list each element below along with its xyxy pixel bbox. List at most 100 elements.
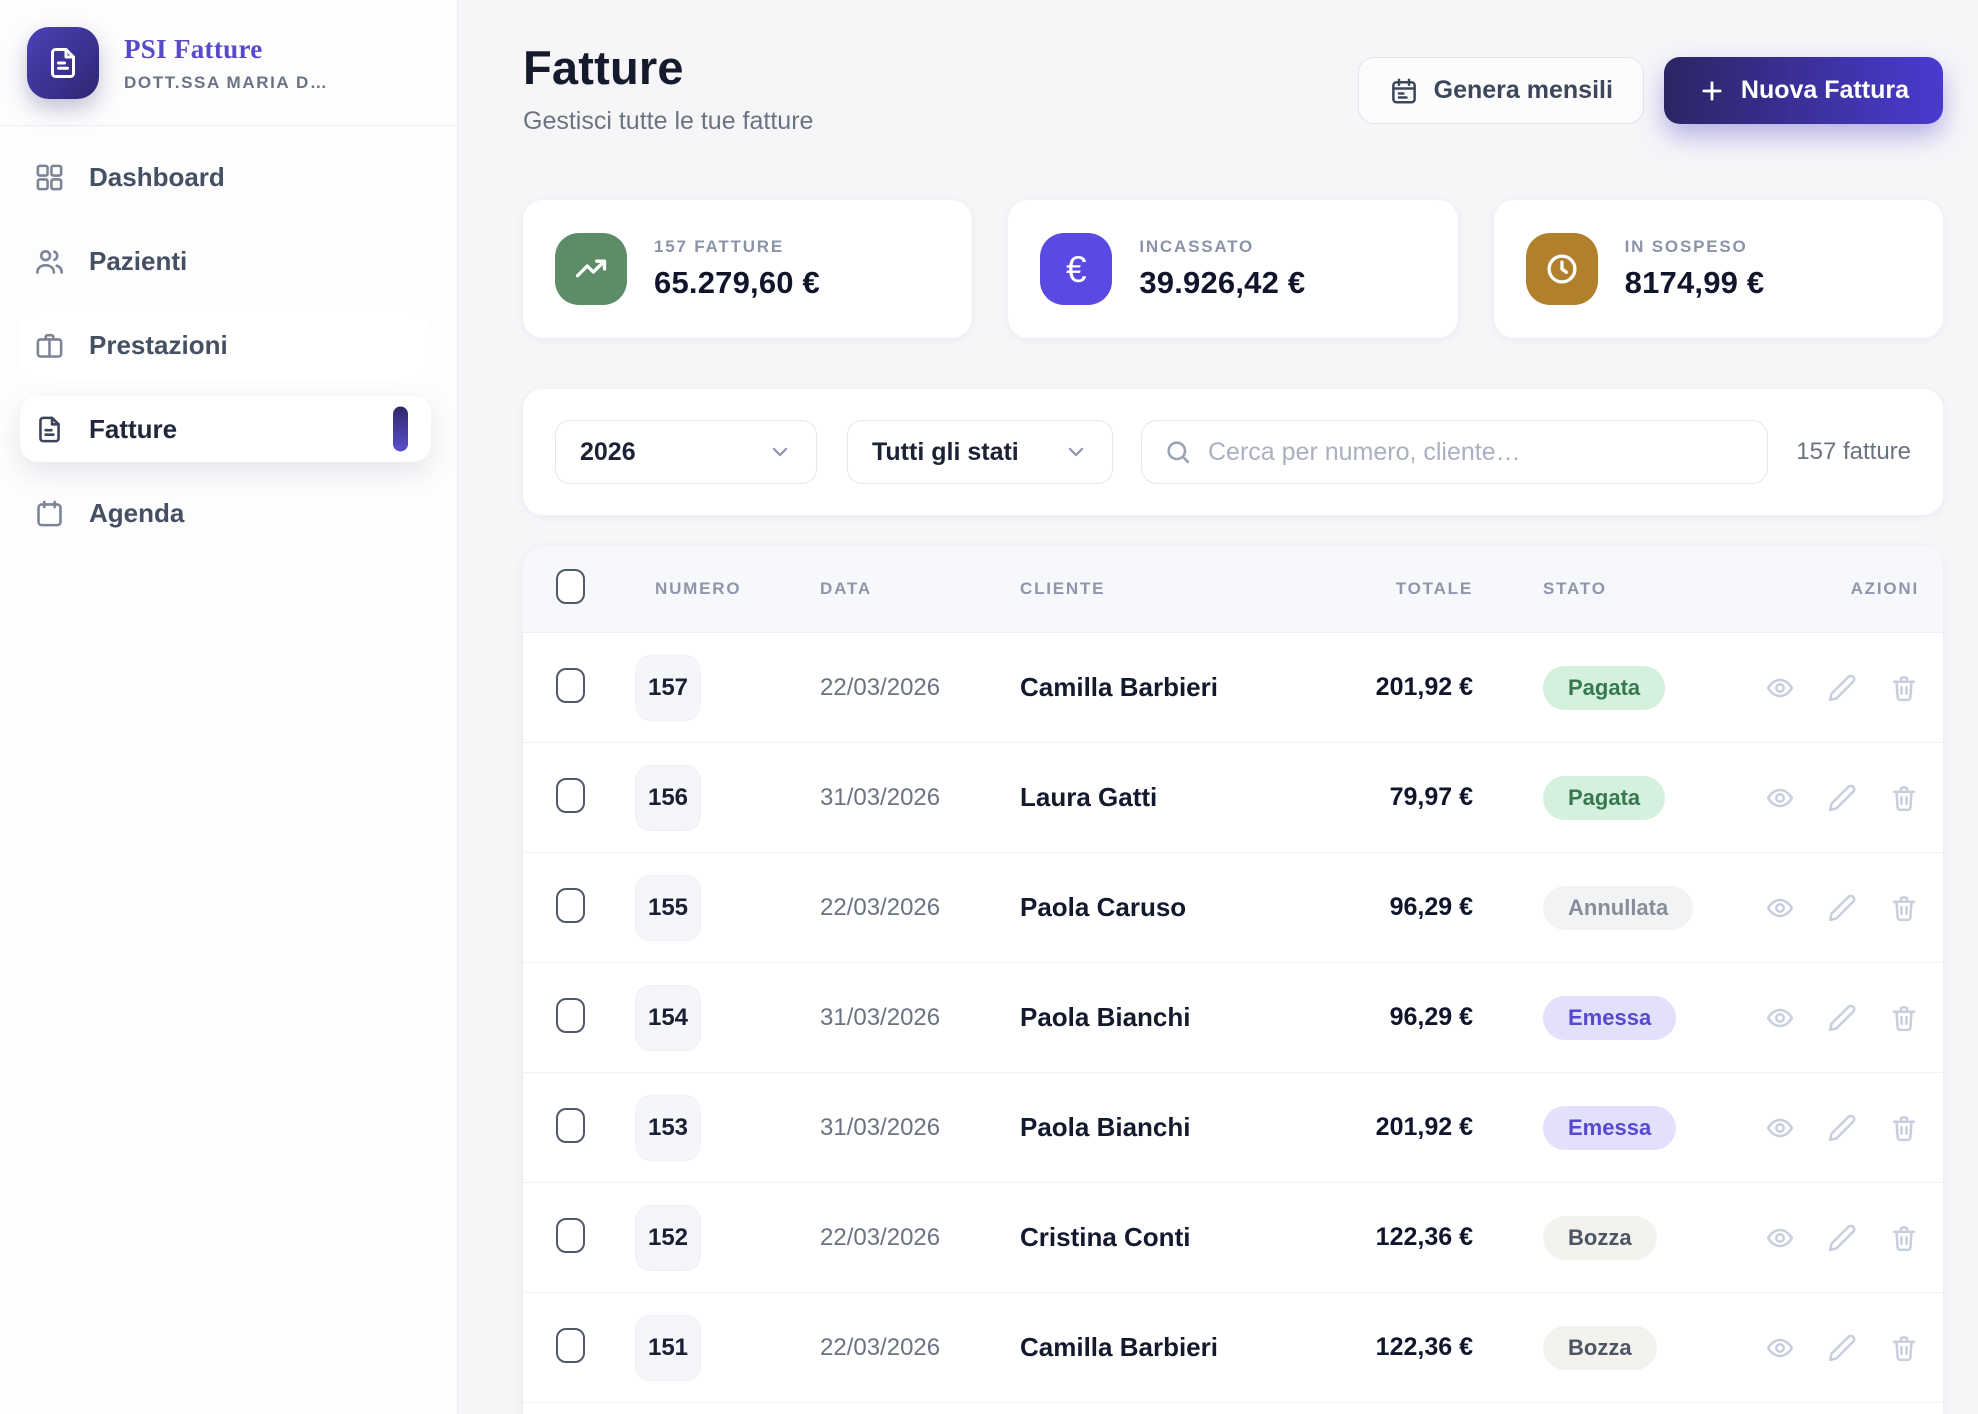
status-badge: Emessa — [1543, 1105, 1677, 1150]
stat-label: 157 FATTURE — [654, 237, 785, 256]
table-row: 151 22/03/2026 Camilla Barbieri 122,36 €… — [523, 1293, 1943, 1403]
invoice-client: Paola Bianchi — [1020, 1002, 1191, 1032]
invoice-status-cell: Emessa — [1533, 995, 1759, 1040]
select-all-checkbox[interactable] — [556, 569, 585, 604]
row-checkbox[interactable] — [556, 1327, 585, 1363]
row-checkbox[interactable] — [556, 887, 585, 923]
column-header-cliente: CLIENTE — [1020, 579, 1106, 598]
column-header-stato: STATO — [1543, 579, 1607, 598]
edit-icon[interactable] — [1827, 783, 1857, 813]
table-row: 157 22/03/2026 Camilla Barbieri 201,92 €… — [523, 633, 1943, 743]
table-row: 155 22/03/2026 Paola Caruso 96,29 € Annu… — [523, 853, 1943, 963]
row-actions — [1759, 1113, 1919, 1143]
sidebar: PSI Fatture DOTT.SSA MARIA D… Dashboard … — [0, 0, 458, 1414]
edit-icon[interactable] — [1827, 1223, 1857, 1253]
delete-icon[interactable] — [1889, 1333, 1919, 1363]
column-header-totale: TOTALE — [1395, 579, 1473, 598]
stat-card-fatture: 157 FATTURE 65.279,60 € — [523, 200, 973, 338]
edit-icon[interactable] — [1827, 1113, 1857, 1143]
view-icon[interactable] — [1765, 1003, 1795, 1033]
brand: PSI Fatture DOTT.SSA MARIA D… — [0, 27, 457, 125]
chevron-down-icon — [768, 440, 792, 464]
sidebar-item-pazienti[interactable]: Pazienti — [20, 228, 431, 294]
calendar-days-icon — [1389, 76, 1419, 106]
row-checkbox-cell — [556, 997, 635, 1038]
sidebar-item-dashboard[interactable]: Dashboard — [20, 144, 431, 210]
column-header-numero: NUMERO — [655, 579, 742, 598]
row-checkbox[interactable] — [556, 997, 585, 1033]
view-icon[interactable] — [1765, 1113, 1795, 1143]
clock-icon — [1525, 233, 1598, 305]
row-checkbox-cell — [556, 887, 635, 928]
view-icon[interactable] — [1765, 1223, 1795, 1253]
view-icon[interactable] — [1765, 673, 1795, 703]
view-icon[interactable] — [1765, 893, 1795, 923]
view-icon[interactable] — [1765, 783, 1795, 813]
table-row: 152 22/03/2026 Cristina Conti 122,36 € B… — [523, 1183, 1943, 1293]
delete-icon[interactable] — [1889, 1003, 1919, 1033]
row-actions — [1759, 893, 1919, 923]
invoice-number-badge: 156 — [635, 764, 701, 831]
status-select-value: Tutti gli stati — [872, 437, 1019, 466]
sidebar-item-prestazioni[interactable]: Prestazioni — [20, 312, 431, 378]
row-actions — [1759, 1333, 1919, 1363]
euro-icon: € — [1040, 233, 1113, 305]
active-indicator — [393, 406, 408, 452]
delete-icon[interactable] — [1889, 1113, 1919, 1143]
stat-card-in-sospeso: IN SOSPESO 8174,99 € — [1493, 200, 1943, 338]
patients-icon — [34, 246, 65, 277]
row-checkbox[interactable] — [556, 1217, 585, 1253]
invoice-number-cell: 154 — [635, 984, 820, 1051]
select-all-cell — [556, 569, 635, 609]
search-icon — [1164, 438, 1192, 466]
edit-icon[interactable] — [1827, 673, 1857, 703]
row-checkbox[interactable] — [556, 667, 585, 703]
row-actions — [1759, 673, 1919, 703]
sidebar-item-label: Prestazioni — [89, 329, 228, 360]
invoice-total: 96,29 € — [1389, 1003, 1473, 1031]
chevron-down-icon — [1064, 440, 1088, 464]
row-checkbox[interactable] — [556, 777, 585, 813]
edit-icon[interactable] — [1827, 1333, 1857, 1363]
invoice-client: Camilla Barbieri — [1020, 672, 1218, 702]
delete-icon[interactable] — [1889, 673, 1919, 703]
filter-bar: 2026 Tutti gli stati 157 fatture — [523, 389, 1943, 515]
invoice-date: 31/03/2026 — [820, 1113, 941, 1141]
status-badge: Bozza — [1543, 1215, 1657, 1260]
sidebar-item-fatture[interactable]: Fatture — [20, 396, 431, 462]
edit-icon[interactable] — [1827, 1003, 1857, 1033]
row-checkbox[interactable] — [556, 1107, 585, 1143]
invoice-client: Cristina Conti — [1020, 1222, 1191, 1252]
status-badge: Annullata — [1543, 885, 1694, 930]
delete-icon[interactable] — [1889, 893, 1919, 923]
search-box — [1141, 420, 1769, 484]
app-logo-icon — [27, 27, 99, 99]
invoice-status-cell: Annullata — [1533, 885, 1759, 930]
invoice-status-cell: Bozza — [1533, 1325, 1759, 1370]
stat-texts: 157 FATTURE 65.279,60 € — [654, 237, 820, 301]
status-select[interactable]: Tutti gli stati — [847, 420, 1113, 484]
year-select[interactable]: 2026 — [555, 420, 817, 484]
stats-row: 157 FATTURE 65.279,60 € € INCASSATO 39.9… — [523, 200, 1943, 338]
invoice-status-cell: Emessa — [1533, 1105, 1759, 1150]
sidebar-nav: Dashboard Pazienti Prestazioni Fatture — [0, 144, 457, 546]
delete-icon[interactable] — [1889, 1223, 1919, 1253]
page-header: Fatture Gestisci tutte le tue fatture Ge… — [523, 40, 1943, 136]
sidebar-item-agenda[interactable]: Agenda — [20, 480, 431, 546]
invoice-client: Camilla Barbieri — [1020, 1332, 1218, 1362]
invoice-status-cell: Bozza — [1533, 1215, 1759, 1260]
delete-icon[interactable] — [1889, 783, 1919, 813]
stat-value: 39.926,42 € — [1139, 265, 1306, 300]
invoice-total: 201,92 € — [1375, 673, 1473, 701]
generate-monthly-button[interactable]: Genera mensili — [1357, 57, 1644, 124]
calendar-icon — [34, 498, 65, 529]
table-header: NUMERO DATA CLIENTE TOTALE STATO AZIONI — [523, 546, 1943, 633]
status-badge: Bozza — [1543, 1325, 1657, 1370]
search-input[interactable] — [1208, 437, 1746, 467]
edit-icon[interactable] — [1827, 893, 1857, 923]
stat-label: INCASSATO — [1139, 237, 1255, 256]
new-invoice-button[interactable]: Nuova Fattura — [1663, 57, 1943, 124]
view-icon[interactable] — [1765, 1333, 1795, 1363]
invoice-client: Paola Caruso — [1020, 892, 1187, 922]
invoice-number-cell: 152 — [635, 1204, 820, 1271]
